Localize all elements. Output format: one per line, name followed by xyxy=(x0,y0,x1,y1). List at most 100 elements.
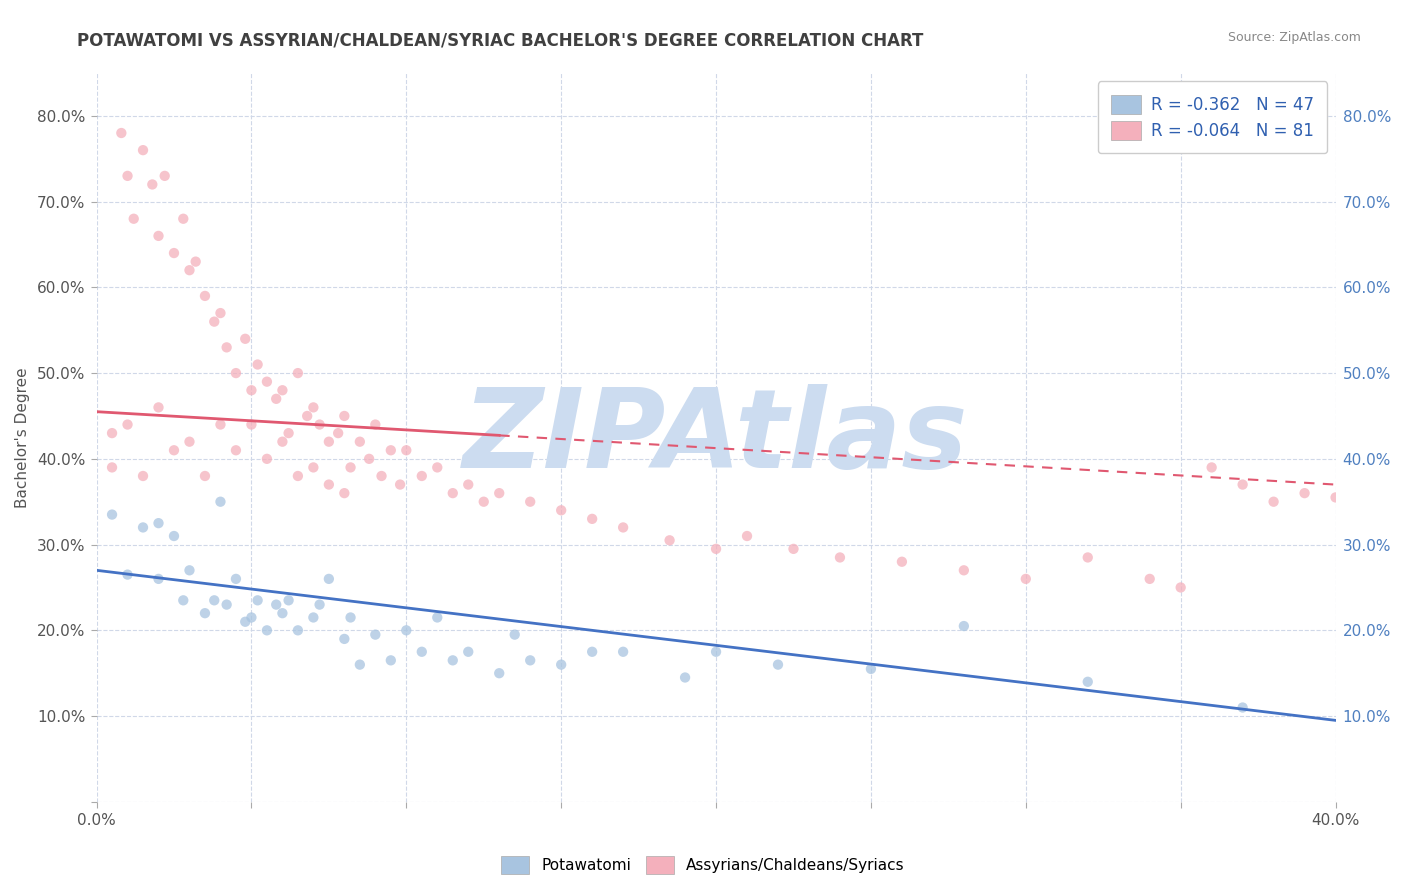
Point xyxy=(271,606,294,620)
Point xyxy=(163,246,186,260)
Point xyxy=(503,627,526,641)
Point xyxy=(1294,486,1316,500)
Point xyxy=(233,332,256,346)
Point xyxy=(457,645,479,659)
Point xyxy=(1077,674,1099,689)
Point xyxy=(333,632,356,646)
Point xyxy=(1263,494,1285,508)
Text: ZIPAtlas: ZIPAtlas xyxy=(464,384,969,491)
Point xyxy=(148,228,170,243)
Point xyxy=(179,434,201,449)
Point xyxy=(287,469,309,483)
Point xyxy=(148,516,170,530)
Text: POTAWATOMI VS ASSYRIAN/CHALDEAN/SYRIAC BACHELOR'S DEGREE CORRELATION CHART: POTAWATOMI VS ASSYRIAN/CHALDEAN/SYRIAC B… xyxy=(77,31,924,49)
Point xyxy=(519,494,541,508)
Point xyxy=(395,624,418,638)
Point xyxy=(349,657,371,672)
Point xyxy=(132,143,155,157)
Point xyxy=(179,263,201,277)
Point xyxy=(225,366,247,380)
Point xyxy=(359,451,381,466)
Point xyxy=(240,417,263,432)
Point xyxy=(426,610,449,624)
Point xyxy=(172,211,194,226)
Point xyxy=(1201,460,1223,475)
Point xyxy=(117,169,139,183)
Point xyxy=(277,593,299,607)
Point xyxy=(225,443,247,458)
Point xyxy=(890,555,912,569)
Point xyxy=(308,598,330,612)
Point xyxy=(101,460,124,475)
Point xyxy=(318,477,340,491)
Point xyxy=(380,443,402,458)
Point xyxy=(411,469,433,483)
Point xyxy=(318,572,340,586)
Point xyxy=(302,401,325,415)
Point xyxy=(1324,491,1347,505)
Text: Source: ZipAtlas.com: Source: ZipAtlas.com xyxy=(1227,31,1361,45)
Point xyxy=(1077,550,1099,565)
Point xyxy=(287,366,309,380)
Point xyxy=(1139,572,1161,586)
Point xyxy=(110,126,132,140)
Point xyxy=(246,593,269,607)
Point xyxy=(658,533,681,548)
Point xyxy=(1170,581,1192,595)
Point xyxy=(271,434,294,449)
Point xyxy=(153,169,176,183)
Point xyxy=(209,417,232,432)
Point xyxy=(441,653,464,667)
Point xyxy=(953,563,976,577)
Point xyxy=(318,434,340,449)
Point xyxy=(256,375,278,389)
Point xyxy=(256,624,278,638)
Point xyxy=(328,426,350,441)
Point xyxy=(179,563,201,577)
Point xyxy=(550,657,572,672)
Point xyxy=(117,417,139,432)
Point xyxy=(333,409,356,423)
Point xyxy=(202,593,225,607)
Point xyxy=(612,520,634,534)
Point xyxy=(295,409,318,423)
Point xyxy=(264,598,287,612)
Point xyxy=(581,645,603,659)
Point xyxy=(302,610,325,624)
Point xyxy=(389,477,412,491)
Point xyxy=(163,443,186,458)
Point xyxy=(612,645,634,659)
Point xyxy=(766,657,789,672)
Point xyxy=(426,460,449,475)
Point xyxy=(194,469,217,483)
Point xyxy=(215,340,238,354)
Y-axis label: Bachelor's Degree: Bachelor's Degree xyxy=(15,368,30,508)
Point xyxy=(256,451,278,466)
Point xyxy=(1015,572,1038,586)
Point xyxy=(215,598,238,612)
Point xyxy=(581,512,603,526)
Point xyxy=(550,503,572,517)
Point xyxy=(519,653,541,667)
Point xyxy=(117,567,139,582)
Point xyxy=(349,434,371,449)
Point xyxy=(411,645,433,659)
Point xyxy=(308,417,330,432)
Point xyxy=(240,383,263,397)
Point xyxy=(141,178,163,192)
Point xyxy=(339,610,361,624)
Point xyxy=(782,541,804,556)
Point xyxy=(1232,700,1254,714)
Point xyxy=(194,289,217,303)
Point xyxy=(148,572,170,586)
Point xyxy=(202,315,225,329)
Point xyxy=(704,541,727,556)
Point xyxy=(859,662,882,676)
Point xyxy=(441,486,464,500)
Legend: R = -0.362   N = 47, R = -0.064   N = 81: R = -0.362 N = 47, R = -0.064 N = 81 xyxy=(1098,81,1327,153)
Legend: Potawatomi, Assyrians/Chaldeans/Syriacs: Potawatomi, Assyrians/Chaldeans/Syriacs xyxy=(495,850,911,880)
Point xyxy=(246,358,269,372)
Point xyxy=(172,593,194,607)
Point xyxy=(271,383,294,397)
Point xyxy=(333,486,356,500)
